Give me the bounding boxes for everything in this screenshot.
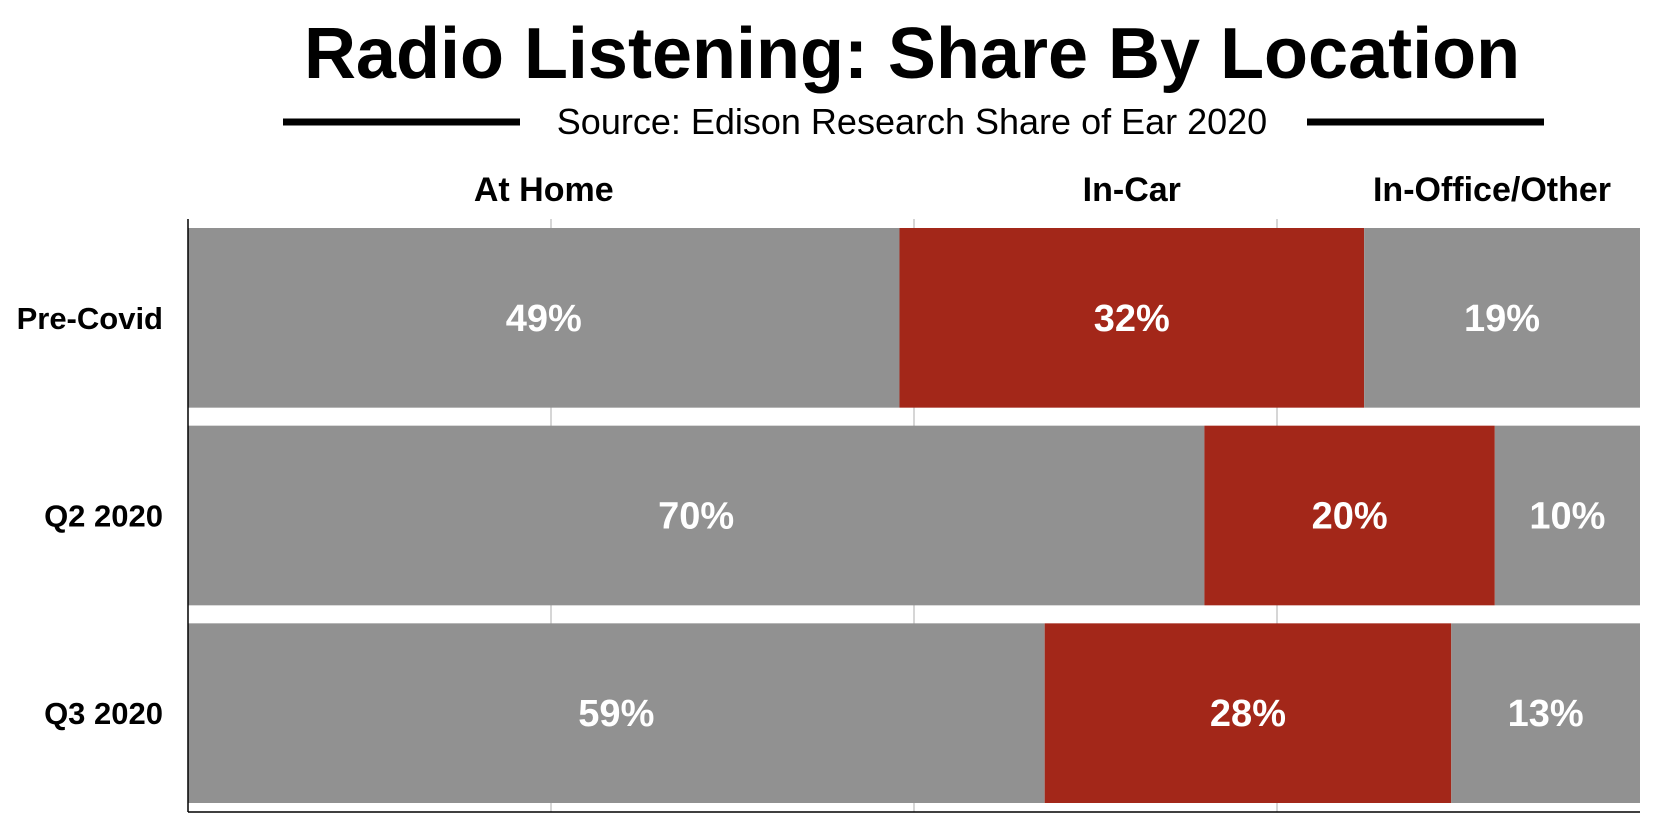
bar-segment [188,425,1205,606]
data-label: 13% [1508,693,1584,735]
category-labels: Pre-Covid Q2 2020 Q3 2020 [17,301,163,731]
chart-subtitle: Source: Edison Research Share of Ear 202… [557,101,1267,142]
bar-segment [1451,623,1640,803]
series-header: In-Car [1083,171,1181,209]
category-label: Q3 2020 [44,696,163,731]
category-label: Q2 2020 [44,499,163,534]
bar-segment [1204,425,1495,606]
data-label: 49% [506,298,582,340]
bar-segment [188,623,1045,803]
bar-segment [899,228,1365,408]
data-label: 10% [1529,496,1605,538]
series-header: At Home [474,171,614,209]
chart-title: Radio Listening: Share By Location [304,14,1520,94]
bar-segment [1364,228,1640,408]
data-label: 28% [1210,693,1286,735]
category-label: Pre-Covid [17,301,163,336]
bar-segment [188,228,900,408]
bar-segment [1494,425,1640,606]
series-header: In-Office/Other [1373,171,1611,209]
data-labels: 49% 32% 19% 70% 20% 10% 59% 28% 13% [506,298,1606,735]
series-headers: At Home In-Car In-Office/Other [474,171,1611,209]
data-label: 70% [658,496,734,538]
data-label: 19% [1464,298,1540,340]
data-label: 59% [578,693,654,735]
data-label: 20% [1312,496,1388,538]
data-label: 32% [1094,298,1170,340]
bars [188,228,1640,803]
axes [187,219,1640,813]
bar-segment [1044,623,1452,803]
